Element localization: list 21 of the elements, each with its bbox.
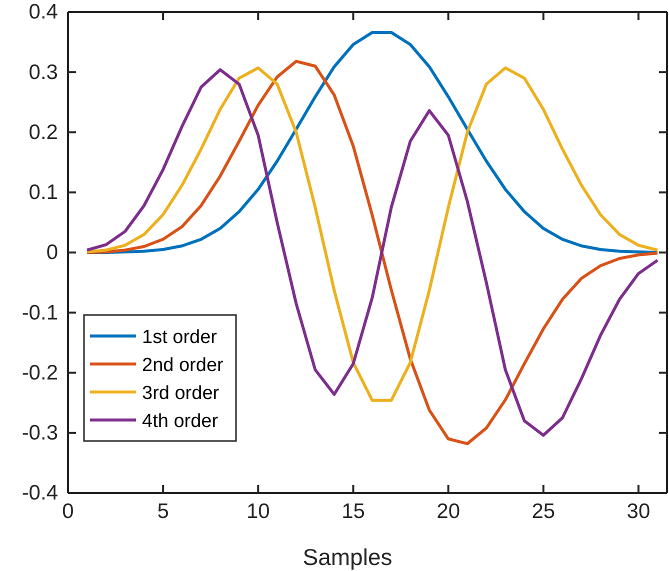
y-tick-label: -0.3	[22, 422, 58, 445]
x-tick-label: 10	[246, 500, 270, 523]
y-tick-label: 0.1	[28, 181, 58, 204]
y-tick-label: -0.1	[22, 301, 58, 324]
y-tick-label: 0.4	[28, 0, 58, 24]
legend-label: 3rd order	[142, 383, 220, 404]
y-tick-label: -0.4	[22, 482, 58, 505]
x-tick-label: 5	[157, 500, 169, 523]
y-tick-label: 0	[46, 241, 58, 264]
legend-label: 1st order	[142, 327, 218, 348]
x-tick-label: 30	[626, 500, 650, 523]
x-tick-label: 20	[436, 500, 460, 523]
x-tick-label: 25	[532, 500, 556, 523]
legend-label: 4th order	[142, 411, 219, 432]
legend-label: 2nd order	[142, 355, 224, 376]
y-tick-label: 0.3	[28, 60, 58, 84]
x-axis-title: Samples	[302, 544, 392, 570]
y-tick-label: -0.2	[22, 361, 58, 384]
x-tick-label: 15	[342, 500, 365, 523]
y-tick-label: 0.2	[28, 120, 58, 144]
x-tick-label: 0	[62, 500, 74, 523]
